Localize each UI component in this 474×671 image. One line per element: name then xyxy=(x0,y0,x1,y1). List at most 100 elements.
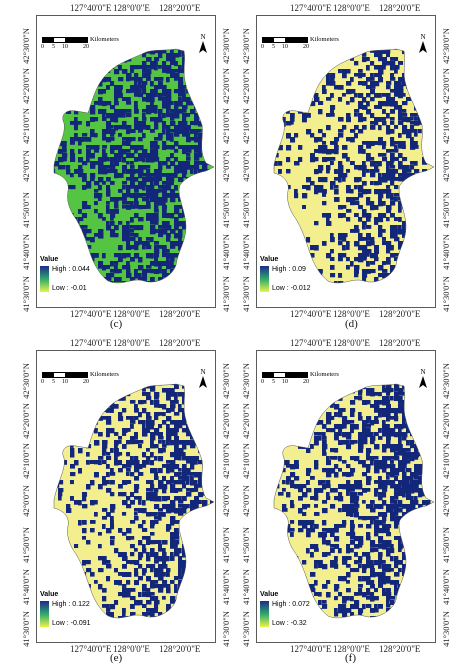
scale-tick-label: 10 xyxy=(62,379,68,385)
scale-segment xyxy=(274,373,285,377)
map-panel-f: 0 5 10 20 Kilometers N Value High : 0.072 Low : … xyxy=(256,350,436,643)
top-longitude-label: 127°40'0"E xyxy=(290,338,332,348)
scale-tick-label: 10 xyxy=(62,44,68,50)
map-frame xyxy=(36,15,216,308)
latitude-label-left: 42°0'0"N xyxy=(21,150,31,182)
scale-segment xyxy=(274,38,285,42)
scale-tick-label: 0 xyxy=(41,379,44,385)
scale-unit-label: Kilometers xyxy=(90,36,119,43)
bottom-longitude-label: 127°40'0"E xyxy=(290,309,332,319)
scale-tick-label: 5 xyxy=(272,44,275,50)
top-longitude-label: 127°40'0"E xyxy=(70,3,112,13)
north-label: N xyxy=(420,33,426,41)
bottom-longitude-label: 127°40'0"E xyxy=(290,644,332,654)
north-arrow: N xyxy=(198,368,208,390)
bottom-longitude-label: 128°20'0"E xyxy=(159,309,201,319)
panel-caption: (d) xyxy=(345,318,358,330)
top-longitude-label: 128°20'0"E xyxy=(159,338,201,348)
latitude-label-left: 42°0'0"N xyxy=(241,485,251,517)
north-label: N xyxy=(200,33,206,41)
legend-title: Value xyxy=(260,591,279,598)
top-longitude-label: 128°0'0"E xyxy=(333,3,370,13)
scale-tick-label: 5 xyxy=(52,379,55,385)
legend-low-label: Low : -0.32 xyxy=(272,620,307,627)
latitude-label-left: 41°50'0"N xyxy=(21,527,31,563)
top-longitude-label: 128°0'0"E xyxy=(333,338,370,348)
scale-tick-label: 10 xyxy=(282,379,288,385)
legend-high-label: High : 0.09 xyxy=(272,266,306,273)
scale-segment xyxy=(263,373,274,377)
panel-caption: (c) xyxy=(110,318,123,330)
map-panel-e: 0 5 10 20 Kilometers N Value High : 0.122 Low : … xyxy=(36,350,216,643)
latitude-label-right: 41°40'0"N xyxy=(221,569,231,605)
north-arrow-icon xyxy=(199,376,207,388)
scale-unit-label: Kilometers xyxy=(90,371,119,378)
map-frame xyxy=(256,15,436,308)
latitude-label-left: 41°30'0"N xyxy=(21,276,31,312)
legend-color-ramp xyxy=(40,601,49,627)
legend-title: Value xyxy=(40,256,59,263)
scale-segment xyxy=(54,373,65,377)
map-frame xyxy=(36,350,216,643)
scale-segment xyxy=(285,373,307,377)
latitude-label-left: 41°40'0"N xyxy=(241,234,251,270)
latitude-label-left: 41°30'0"N xyxy=(241,276,251,312)
top-longitude-label: 128°0'0"E xyxy=(113,3,150,13)
bottom-longitude-label: 128°0'0"E xyxy=(113,644,150,654)
bottom-longitude-label: 127°40'0"E xyxy=(70,309,112,319)
north-arrow-icon xyxy=(419,41,427,53)
map-panel-d: 0 5 10 20 Kilometers N Value High : 0.09 Low : -… xyxy=(256,15,436,308)
map-panel-c: 0 5 10 20 Kilometers N Value High : 0.044 Low : … xyxy=(36,15,216,308)
panel-caption: (f) xyxy=(345,652,356,664)
legend-color-ramp xyxy=(40,266,49,292)
latitude-label-right: 41°40'0"N xyxy=(441,234,451,270)
latitude-label-right: 41°50'0"N xyxy=(221,527,231,563)
scale-segment xyxy=(54,38,65,42)
north-arrow: N xyxy=(198,33,208,55)
latitude-label-left: 41°30'0"N xyxy=(21,611,31,647)
top-longitude-label: 128°0'0"E xyxy=(113,338,150,348)
map-frame xyxy=(256,350,436,643)
scale-tick-label: 20 xyxy=(83,379,89,385)
legend-low-label: Low : -0.091 xyxy=(52,620,91,627)
latitude-label-right: 41°40'0"N xyxy=(221,234,231,270)
scale-tick-label: 0 xyxy=(41,44,44,50)
top-longitude-label: 128°20'0"E xyxy=(379,338,421,348)
latitude-label-right: 41°50'0"N xyxy=(441,527,451,563)
scale-tick-label: 20 xyxy=(303,379,309,385)
latitude-label-left: 42°0'0"N xyxy=(241,150,251,182)
latitude-label-left: 41°40'0"N xyxy=(21,234,31,270)
latitude-label-right: 41°30'0"N xyxy=(441,611,451,647)
legend-title: Value xyxy=(40,591,59,598)
bottom-longitude-label: 128°0'0"E xyxy=(333,309,370,319)
latitude-label-right: 42°0'0"N xyxy=(441,485,451,517)
scale-tick-label: 0 xyxy=(261,379,264,385)
scale-segment xyxy=(43,38,54,42)
latitude-label-right: 41°50'0"N xyxy=(221,192,231,228)
scale-unit-label: Kilometers xyxy=(310,36,339,43)
latitude-label-right: 42°0'0"N xyxy=(221,485,231,517)
latitude-label-right: 41°50'0"N xyxy=(441,192,451,228)
north-arrow-icon xyxy=(199,41,207,53)
legend-high-label: High : 0.044 xyxy=(52,266,90,273)
latitude-label-right: 42°0'0"N xyxy=(441,150,451,182)
top-longitude-label: 128°20'0"E xyxy=(159,3,201,13)
latitude-label-left: 41°30'0"N xyxy=(241,611,251,647)
north-arrow-icon xyxy=(419,376,427,388)
latitude-label-left: 41°40'0"N xyxy=(21,569,31,605)
bottom-longitude-label: 128°0'0"E xyxy=(333,644,370,654)
legend-low-label: Low : -0.01 xyxy=(52,285,87,292)
bottom-longitude-label: 128°20'0"E xyxy=(159,644,201,654)
legend-color-ramp xyxy=(260,601,269,627)
bottom-longitude-label: 128°0'0"E xyxy=(113,309,150,319)
latitude-label-left: 41°50'0"N xyxy=(241,527,251,563)
top-longitude-label: 128°20'0"E xyxy=(379,3,421,13)
scale-tick-label: 10 xyxy=(282,44,288,50)
scale-unit-label: Kilometers xyxy=(310,371,339,378)
latitude-label-right: 41°40'0"N xyxy=(441,569,451,605)
legend-high-label: High : 0.122 xyxy=(52,601,90,608)
scale-segment xyxy=(43,373,54,377)
legend-high-label: High : 0.072 xyxy=(272,601,310,608)
scale-segment xyxy=(263,38,274,42)
latitude-label-right: 41°30'0"N xyxy=(221,611,231,647)
